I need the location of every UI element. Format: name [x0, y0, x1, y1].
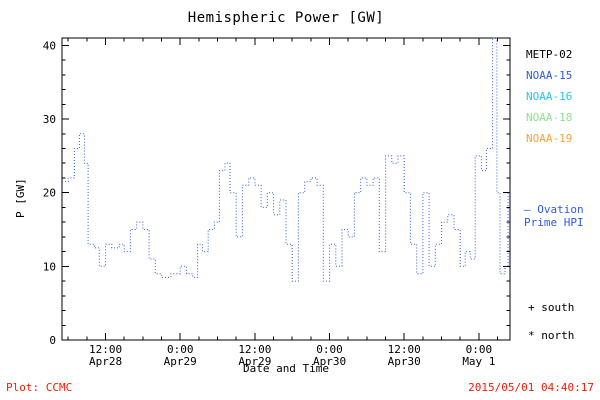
svg-text:0: 0	[49, 334, 56, 347]
legend-south-marker: + south	[528, 301, 575, 314]
x-axis-label: Date and Time	[242, 362, 330, 375]
legend-item-metp02: METP-02	[526, 48, 573, 61]
legend-item-noaa15: NOAA-15	[526, 69, 573, 82]
legend-item-noaa19: NOAA-19	[526, 132, 573, 145]
svg-text:0:00: 0:00	[167, 343, 194, 356]
legend-item-noaa18: NOAA-18	[526, 111, 573, 124]
svg-text:Apr29: Apr29	[238, 355, 271, 368]
chart-title: Hemispheric Power [GW]	[187, 10, 385, 26]
plot-timestamp: 2015/05/01 04:40:17	[468, 381, 594, 394]
svg-text:Apr28: Apr28	[89, 355, 122, 368]
plot-credit: Plot: CCMC	[6, 381, 73, 394]
legend-item-noaa16: NOAA-16	[526, 90, 573, 103]
svg-text:30: 30	[43, 113, 56, 126]
svg-text:12:00: 12:00	[238, 343, 271, 356]
legend-ovation-line1: — Ovation	[524, 203, 584, 216]
legend-north-marker: * north	[528, 329, 575, 342]
svg-text:20: 20	[43, 187, 56, 200]
svg-text:May 1: May 1	[462, 355, 495, 368]
svg-text:Apr30: Apr30	[313, 355, 346, 368]
svg-text:0:00: 0:00	[466, 343, 493, 356]
legend-ovation-line2: Prime HPI	[524, 216, 584, 229]
svg-text:0:00: 0:00	[316, 343, 343, 356]
svg-text:Apr29: Apr29	[164, 355, 197, 368]
svg-text:12:00: 12:00	[89, 343, 122, 356]
svg-text:12:00: 12:00	[388, 343, 421, 356]
svg-text:Apr30: Apr30	[388, 355, 421, 368]
svg-text:40: 40	[43, 39, 56, 52]
legend-satellites: METP-02 NOAA-15 NOAA-16 NOAA-18 NOAA-19	[526, 44, 572, 149]
y-axis-label: P [GW]	[14, 178, 27, 218]
svg-text:10: 10	[43, 260, 56, 273]
legend-ovation: — Ovation Prime HPI	[524, 203, 584, 229]
